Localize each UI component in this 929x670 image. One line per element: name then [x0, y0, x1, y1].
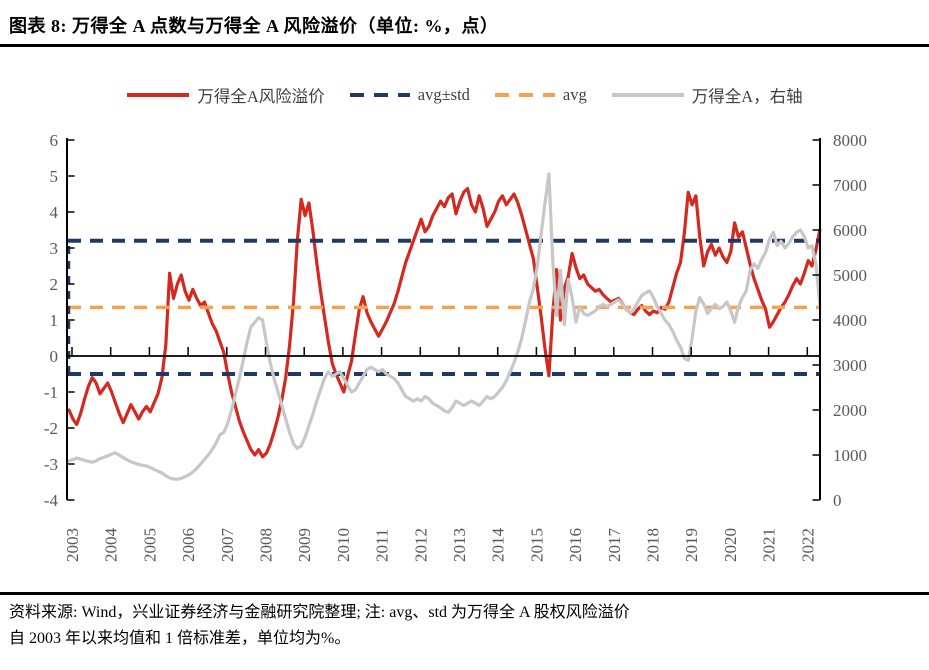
- left-axis-label: -3: [44, 455, 58, 474]
- solid-line-swatch: [611, 93, 684, 97]
- year-label: 2012: [411, 528, 430, 562]
- year-label: 2015: [527, 528, 546, 562]
- right-axis-label: 8000: [833, 131, 867, 150]
- left-axis-label: 5: [50, 167, 59, 186]
- index-line: [67, 172, 822, 481]
- right-axis-label: 5000: [833, 266, 867, 285]
- right-axis-label: 7000: [833, 176, 867, 195]
- year-label: 2009: [295, 528, 314, 562]
- year-label: 2014: [489, 528, 508, 563]
- right-axis-label: 4000: [833, 311, 867, 330]
- solid-line-swatch: [127, 93, 190, 97]
- year-label: 2021: [760, 528, 779, 562]
- right-axis-label: 0: [833, 491, 842, 510]
- dashed-line-swatch: [349, 93, 410, 97]
- year-label: 2020: [721, 528, 740, 562]
- chart-legend: 万得全A风险溢价 avg±std avg 万得全A，右轴: [0, 82, 929, 108]
- year-label: 2005: [140, 528, 159, 562]
- footer-divider: [0, 592, 929, 595]
- left-axis-label: 1: [50, 311, 59, 330]
- left-axis-label: 4: [50, 203, 59, 222]
- year-label: 2004: [102, 528, 121, 563]
- left-axis-label: 6: [50, 131, 59, 150]
- left-axis-label: -2: [44, 419, 58, 438]
- year-label: 2017: [605, 528, 624, 563]
- legend-item-1: avg±std: [349, 85, 470, 105]
- year-label: 2008: [257, 528, 276, 562]
- figure-title: 图表 8: 万得全 A 点数与万得全 A 风险溢价（单位: %，点）: [9, 16, 499, 36]
- legend-label: avg: [562, 85, 587, 104]
- year-label: 2007: [218, 528, 237, 563]
- source-note-line2: 自 2003 年以来均值和 1 倍标准差，单位均为%。: [9, 630, 351, 647]
- left-axis-label: -1: [44, 383, 58, 402]
- legend-item-0: 万得全A风险溢价: [126, 83, 325, 107]
- left-axis-label: -4: [44, 491, 59, 510]
- source-note-line1: 资料来源: Wind，兴业证券经济与金融研究院整理; 注: avg、std 为万…: [9, 604, 630, 621]
- year-label: 2013: [450, 528, 469, 562]
- year-label: 2003: [63, 528, 82, 562]
- year-label: 2022: [798, 528, 817, 562]
- legend-label: 万得全A，右轴: [691, 87, 803, 106]
- legend-item-2: avg: [494, 85, 587, 105]
- right-axis-label: 2000: [833, 401, 867, 420]
- year-label: 2016: [566, 528, 585, 562]
- year-label: 2019: [682, 528, 701, 562]
- left-axis-label: 2: [50, 275, 59, 294]
- right-axis-label: 1000: [833, 446, 867, 465]
- legend-item-3: 万得全A，右轴: [611, 83, 803, 107]
- risk-premium-line: [67, 187, 822, 459]
- year-label: 2006: [179, 528, 198, 562]
- right-axis-label: 3000: [833, 356, 867, 375]
- title-divider: [0, 44, 929, 47]
- dashed-line-swatch: [494, 93, 555, 97]
- source-note: 资料来源: Wind，兴业证券经济与金融研究院整理; 注: avg、std 为万…: [9, 600, 921, 652]
- year-label: 2011: [373, 529, 392, 562]
- left-axis-label: 3: [50, 239, 59, 258]
- legend-label: avg±std: [417, 85, 470, 104]
- left-axis-label: 0: [50, 347, 59, 366]
- right-axis-label: 6000: [833, 221, 867, 240]
- year-label: 2010: [334, 528, 353, 562]
- legend-label: 万得全A风险溢价: [197, 87, 325, 106]
- year-label: 2018: [644, 528, 663, 562]
